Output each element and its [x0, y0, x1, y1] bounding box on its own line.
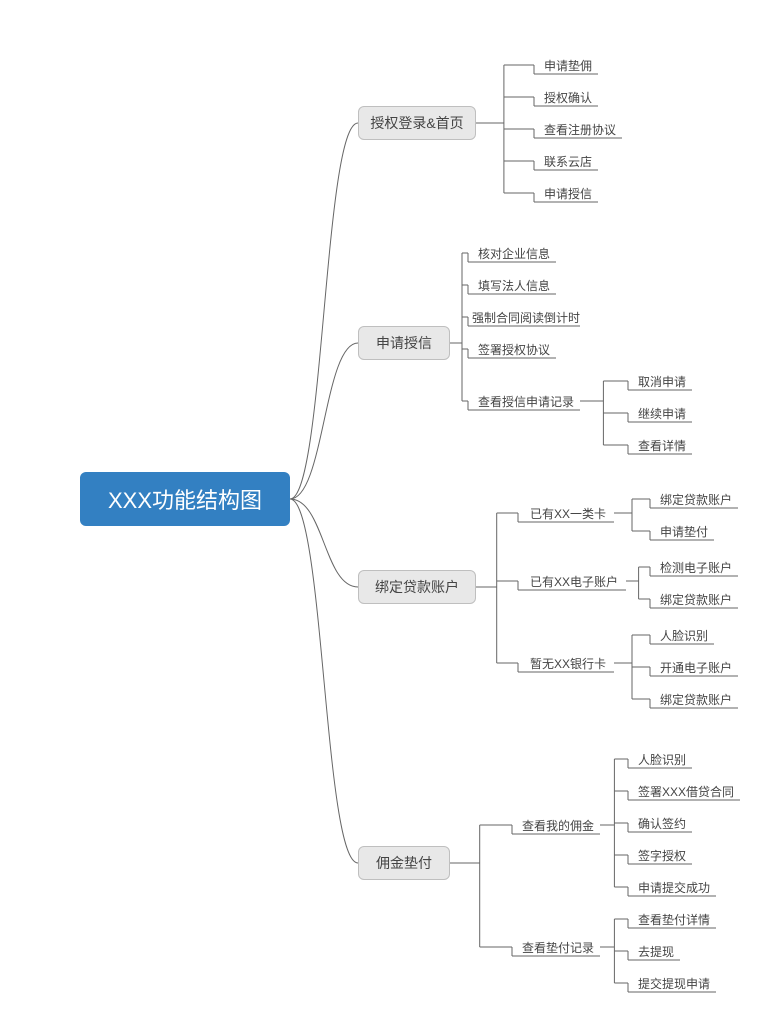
- node-label: 佣金垫付: [376, 853, 432, 873]
- node-label: 填写法人信息: [478, 277, 550, 294]
- node-label: 查看详情: [638, 437, 686, 454]
- node-b4c1d: 签字授权: [632, 846, 692, 864]
- node-b2c3: 强制合同阅读倒计时: [472, 308, 580, 326]
- node-label: 已有XX一类卡: [530, 505, 606, 522]
- node-label: 核对企业信息: [478, 245, 550, 262]
- node-label: 绑定贷款账户: [660, 491, 732, 508]
- node-label: 签署XXX借贷合同: [638, 783, 734, 800]
- node-label: 申请授信: [376, 333, 432, 353]
- node-b4c2b: 去提现: [632, 942, 680, 960]
- node-label: 已有XX电子账户: [530, 573, 618, 590]
- edge: [290, 343, 358, 499]
- node-b3: 绑定贷款账户: [358, 570, 476, 604]
- node-b1c2: 授权确认: [538, 88, 598, 106]
- node-label: XXX功能结构图: [108, 483, 262, 515]
- node-label: 取消申请: [638, 373, 686, 390]
- node-b2c2: 填写法人信息: [472, 276, 556, 294]
- node-b4c2: 查看垫付记录: [516, 938, 600, 956]
- node-label: 查看我的佣金: [522, 817, 594, 834]
- node-b2c5b: 继续申请: [632, 404, 692, 422]
- node-b2: 申请授信: [358, 326, 450, 360]
- node-label: 查看垫付记录: [522, 939, 594, 956]
- edge: [290, 499, 358, 863]
- node-b1c5: 申请授信: [538, 184, 598, 202]
- node-label: 检测电子账户: [660, 559, 732, 576]
- node-b4c2c: 提交提现申请: [632, 974, 716, 992]
- node-label: 查看垫付详情: [638, 911, 710, 928]
- node-root: XXX功能结构图: [80, 472, 290, 526]
- node-label: 去提现: [638, 943, 674, 960]
- node-b4c1a: 人脸识别: [632, 750, 692, 768]
- node-b2c5c: 查看详情: [632, 436, 692, 454]
- node-label: 提交提现申请: [638, 975, 710, 992]
- node-b3c2a: 检测电子账户: [654, 558, 738, 576]
- node-label: 签署授权协议: [478, 341, 550, 358]
- node-b3c3: 暂无XX银行卡: [522, 654, 614, 672]
- edge: [290, 123, 358, 499]
- node-b3c3c: 绑定贷款账户: [654, 690, 738, 708]
- node-label: 授权确认: [544, 89, 592, 106]
- node-label: 绑定贷款账户: [660, 691, 732, 708]
- node-b4c1b: 签署XXX借贷合同: [632, 782, 740, 800]
- node-b1c3: 查看注册协议: [538, 120, 622, 138]
- node-label: 签字授权: [638, 847, 686, 864]
- node-label: 申请授信: [544, 185, 592, 202]
- node-label: 强制合同阅读倒计时: [472, 309, 580, 326]
- node-b4c1e: 申请提交成功: [632, 878, 716, 896]
- node-label: 开通电子账户: [660, 659, 732, 676]
- node-b3c1b: 申请垫付: [654, 522, 714, 540]
- node-label: 申请垫付: [660, 523, 708, 540]
- node-label: 申请提交成功: [638, 879, 710, 896]
- node-b4c2a: 查看垫付详情: [632, 910, 716, 928]
- node-b3c2b: 绑定贷款账户: [654, 590, 738, 608]
- edge: [290, 499, 358, 587]
- node-b2c1: 核对企业信息: [472, 244, 556, 262]
- node-b3c2: 已有XX电子账户: [522, 572, 626, 590]
- node-label: 查看注册协议: [544, 121, 616, 138]
- node-label: 申请垫佣: [544, 57, 592, 74]
- node-b3c1: 已有XX一类卡: [522, 504, 614, 522]
- node-b2c5a: 取消申请: [632, 372, 692, 390]
- node-label: 绑定贷款账户: [660, 591, 732, 608]
- node-label: 人脸识别: [660, 627, 708, 644]
- node-b3c3b: 开通电子账户: [654, 658, 738, 676]
- node-b1c1: 申请垫佣: [538, 56, 598, 74]
- mindmap-canvas: XXX功能结构图授权登录&首页申请垫佣授权确认查看注册协议联系云店申请授信申请授…: [0, 0, 769, 1011]
- node-b4c1: 查看我的佣金: [516, 816, 600, 834]
- node-label: 继续申请: [638, 405, 686, 422]
- node-b4c1c: 确认签约: [632, 814, 692, 832]
- node-b1: 授权登录&首页: [358, 106, 476, 140]
- node-label: 查看授信申请记录: [478, 393, 574, 410]
- node-b2c4: 签署授权协议: [472, 340, 556, 358]
- node-label: 联系云店: [544, 153, 592, 170]
- node-label: 人脸识别: [638, 751, 686, 768]
- node-b1c4: 联系云店: [538, 152, 598, 170]
- node-b3c1a: 绑定贷款账户: [654, 490, 738, 508]
- node-label: 授权登录&首页: [370, 113, 463, 133]
- node-b2c5: 查看授信申请记录: [472, 392, 580, 410]
- node-label: 绑定贷款账户: [375, 577, 459, 597]
- node-label: 暂无XX银行卡: [530, 655, 606, 672]
- node-b4: 佣金垫付: [358, 846, 450, 880]
- node-label: 确认签约: [638, 815, 686, 832]
- node-b3c3a: 人脸识别: [654, 626, 714, 644]
